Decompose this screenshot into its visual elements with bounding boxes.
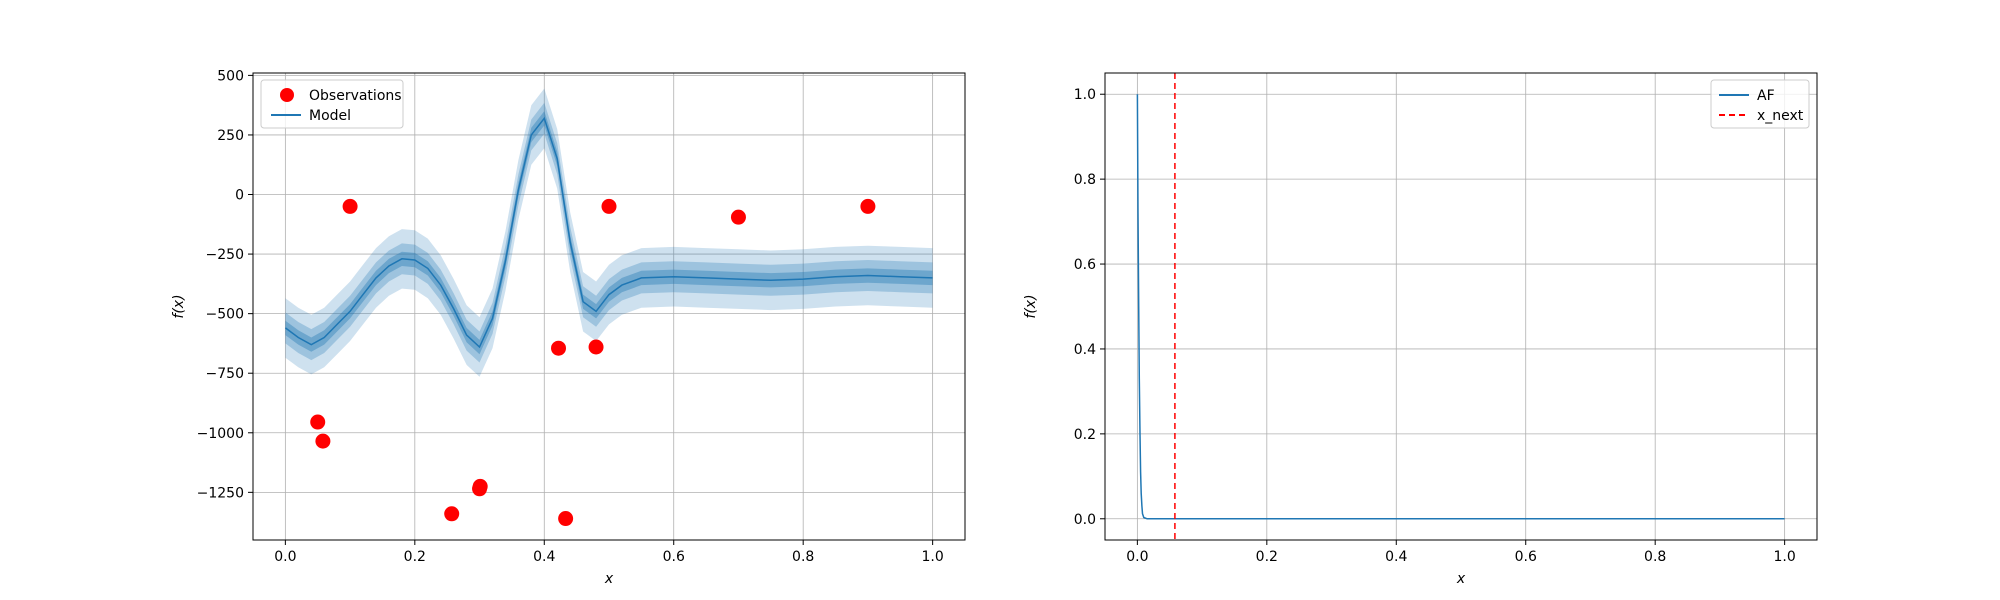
observation-points <box>310 198 876 527</box>
left-plot: 0.0 0.2 0.4 0.6 0.8 1.0 500 250 0 −250 −500 −750 −10… <box>171 68 966 587</box>
y-tick-label: 0.8 <box>1074 172 1096 188</box>
y-tick-label: 250 <box>217 128 244 144</box>
right-x-axis-label: x <box>1456 571 1466 587</box>
x-tick-label: 0.2 <box>1256 549 1278 565</box>
y-tick-label: 0.4 <box>1074 342 1096 358</box>
y-tick-label: 500 <box>217 68 244 84</box>
x-tick-label: 0.8 <box>792 549 814 565</box>
observation-point <box>342 198 358 214</box>
y-tick-label: −1250 <box>197 485 244 501</box>
x-tick-label: 0.0 <box>1126 549 1148 565</box>
y-tick-label: 1.0 <box>1074 87 1096 103</box>
right-legend-box <box>1710 79 1810 129</box>
observation-point <box>588 339 604 355</box>
left-y-axis-label: f(x) <box>171 294 187 318</box>
x-tick-label: 0.8 <box>1644 549 1666 565</box>
y-tick-label: −500 <box>206 307 244 323</box>
left-plot-ticks: 0.0 0.2 0.4 0.6 0.8 1.0 500 250 0 −250 −500 −750 −10… <box>197 68 944 565</box>
y-tick-label: −250 <box>206 247 244 263</box>
legend-observations-marker <box>280 88 294 102</box>
y-tick-label: 0.0 <box>1074 512 1096 528</box>
observation-point <box>860 198 876 214</box>
y-tick-label: 0.6 <box>1074 257 1096 273</box>
x-tick-label: 0.4 <box>533 549 555 565</box>
right-plot-frame <box>1104 72 1818 541</box>
y-tick-label: −1000 <box>197 426 244 442</box>
observation-point <box>730 209 746 225</box>
confidence-band <box>285 88 933 377</box>
x-tick-label: 0.0 <box>274 549 296 565</box>
x-tick-label: 0.6 <box>663 549 685 565</box>
y-tick-label: 0.2 <box>1074 427 1096 443</box>
right-plot: 0.0 0.2 0.4 0.6 0.8 1.0 0.0 0.2 0.4 0.6 0.8 1.0 x f… <box>1023 72 1818 587</box>
left-x-axis-label: x <box>604 571 614 587</box>
y-tick-label: −750 <box>206 366 244 382</box>
right-plot-ticks: 0.0 0.2 0.4 0.6 0.8 1.0 0.0 0.2 0.4 0.6 0.8 1.0 <box>1074 87 1796 565</box>
observation-point <box>558 511 574 527</box>
model-line <box>284 116 933 349</box>
observation-point <box>472 478 488 494</box>
left-plot-frame <box>252 72 966 541</box>
observation-point <box>551 340 567 356</box>
observation-point <box>315 433 331 449</box>
x-tick-label: 0.4 <box>1385 549 1407 565</box>
x-tick-label: 1.0 <box>922 549 944 565</box>
x-tick-label: 0.6 <box>1515 549 1537 565</box>
left-plot-grid <box>253 73 965 540</box>
legend-af-label: AF <box>1757 88 1775 104</box>
legend-model-label: Model <box>309 108 351 124</box>
af-line <box>1136 94 1785 520</box>
legend-x-next-label: x_next <box>1757 108 1804 124</box>
legend-observations-label: Observations <box>309 88 402 104</box>
x-tick-label: 0.2 <box>404 549 426 565</box>
right-legend: AF x_next <box>1710 79 1810 129</box>
observation-point <box>601 198 617 214</box>
observation-point <box>310 414 326 430</box>
x-tick-label: 1.0 <box>1774 549 1796 565</box>
observation-point <box>444 506 460 522</box>
right-plot-grid <box>1105 73 1817 540</box>
confidence-band <box>285 111 933 355</box>
left-legend: Observations Model <box>260 79 404 129</box>
y-tick-label: 0 <box>235 188 244 204</box>
right-y-axis-label: f(x) <box>1023 294 1039 318</box>
